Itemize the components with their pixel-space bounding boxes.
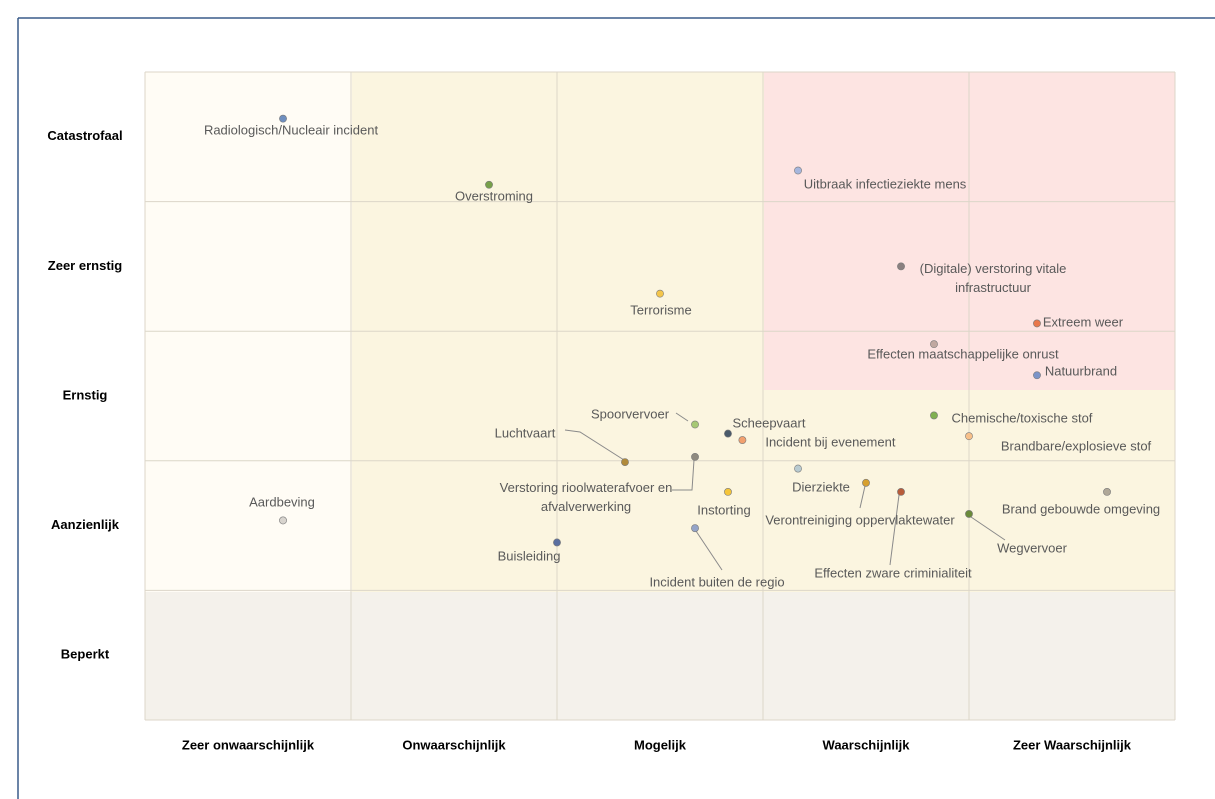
- leader-lines: [564, 412, 1006, 571]
- points: [279, 114, 1111, 547]
- point: [930, 411, 938, 420]
- leader-line: [675, 412, 689, 422]
- zone: [352, 72, 764, 592]
- y-category-label: Aanzienlijk: [51, 517, 120, 532]
- x-category-label: Onwaarschijnlijk: [402, 737, 506, 752]
- point: [965, 510, 973, 518]
- y-category-label: Beperkt: [61, 647, 110, 662]
- point: [279, 516, 287, 525]
- point: [485, 180, 493, 189]
- point: [691, 524, 699, 533]
- y-category-label: Zeer ernstig: [48, 258, 122, 273]
- point: [930, 340, 938, 349]
- point: [691, 453, 699, 461]
- point: [553, 538, 561, 547]
- leader-line: [695, 530, 723, 571]
- point: [862, 478, 870, 487]
- point: [965, 432, 973, 441]
- point: [1033, 371, 1041, 380]
- y-category-label: Ernstig: [63, 387, 108, 402]
- zone: [145, 592, 1175, 720]
- grid: [144, 71, 1176, 721]
- x-category-label: Zeer Waarschijnlijk: [1013, 737, 1132, 752]
- leader-line: [672, 459, 695, 491]
- point: [897, 262, 905, 271]
- leader-line: [859, 485, 866, 509]
- point: [724, 429, 732, 438]
- point: [621, 458, 629, 466]
- zone: [145, 72, 352, 592]
- leader-line: [970, 516, 1006, 541]
- point: [1033, 319, 1041, 328]
- point: [279, 114, 287, 123]
- leader-line: [564, 429, 625, 461]
- point: [738, 436, 747, 444]
- point: [794, 166, 802, 175]
- point: [724, 488, 732, 496]
- x-category-label: Mogelijk: [634, 737, 687, 752]
- point: [1103, 488, 1111, 496]
- point: [897, 488, 905, 496]
- x-category-label: Waarschijnlijk: [823, 737, 911, 752]
- point: [691, 420, 699, 429]
- x-category-label: Zeer onwaarschijnlijk: [182, 737, 315, 752]
- point: [656, 289, 664, 298]
- point: [794, 464, 802, 473]
- leader-line: [889, 494, 900, 566]
- risk-zones: [145, 72, 1175, 720]
- y-category-label: Catastrofaal: [47, 128, 122, 143]
